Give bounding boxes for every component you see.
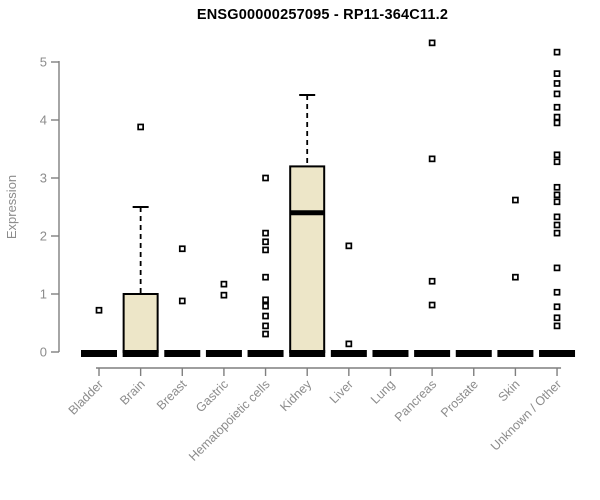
y-tick-label: 3 (40, 171, 47, 186)
box-brain (122, 293, 159, 353)
data-point-hematopoietic-cells (262, 273, 269, 281)
y-tick-label: 5 (40, 55, 47, 70)
data-point-pancreas (428, 39, 436, 47)
y-axis-title: Expression (4, 175, 19, 239)
data-point-liver (345, 340, 353, 348)
data-point-unknown-other (553, 158, 561, 166)
data-point-unknown-other (553, 303, 561, 311)
data-point-unknown-other (553, 221, 561, 229)
zero-median-bar-prostate (455, 350, 492, 357)
x-tick-label: Lung (368, 377, 398, 407)
data-point-hematopoietic-cells (262, 322, 269, 330)
y-tick-label: 4 (40, 113, 47, 128)
x-tick-label: Kidney (277, 377, 314, 414)
data-point-unknown-other (553, 70, 561, 77)
data-point-unknown-other (553, 198, 561, 206)
zero-median-bar-liver (330, 350, 367, 357)
data-point-hematopoietic-cells (262, 296, 269, 304)
data-point-pancreas (428, 301, 436, 309)
y-tick-label: 0 (40, 345, 47, 360)
y-tick-label: 2 (40, 229, 47, 244)
data-point-unknown-other (553, 213, 561, 221)
data-point-skin (512, 273, 519, 281)
data-point-hematopoietic-cells (262, 302, 269, 310)
data-point-hematopoietic-cells (262, 330, 269, 338)
x-tick-label: Hematopoietic cells (186, 377, 273, 464)
x-tick-label: Bladder (66, 377, 106, 417)
zero-median-bar-brain (122, 350, 159, 357)
data-point-unknown-other (553, 151, 561, 159)
x-tick-label: Pancreas (392, 377, 439, 424)
chart-title: ENSG00000257095 - RP11-364C11.2 (196, 7, 449, 23)
data-point-unknown-other (553, 229, 561, 237)
zero-median-bar-kidney (289, 350, 326, 357)
data-point-gastric (220, 280, 228, 288)
data-point-unknown-other (553, 264, 561, 272)
zero-median-bar-hematopoietic-cells (247, 350, 284, 357)
data-point-unknown-other (553, 119, 561, 127)
data-point-bladder (95, 306, 103, 314)
data-point-unknown-other (553, 113, 561, 121)
data-point-breast (178, 297, 186, 305)
zero-median-bar-lung (372, 350, 409, 357)
data-point-hematopoietic-cells (262, 229, 269, 237)
data-point-unknown-other (553, 48, 561, 56)
x-tick-label: Brain (117, 377, 148, 408)
x-tick-label: Breast (154, 377, 190, 413)
data-point-brain (137, 123, 144, 131)
data-point-unknown-other (553, 322, 561, 330)
x-tick-label: Prostate (438, 377, 481, 420)
data-point-unknown-other (553, 288, 561, 296)
data-point-unknown-other (553, 183, 561, 191)
data-point-pancreas (428, 155, 436, 163)
box-kidney (289, 165, 326, 353)
data-point-hematopoietic-cells (262, 246, 269, 254)
x-tick-label: Liver (327, 377, 356, 406)
zero-median-bar-gastric (205, 350, 242, 357)
data-point-unknown-other (553, 103, 561, 111)
x-tick-label: Unknown / Other (488, 377, 564, 453)
x-tick-label: Skin (495, 377, 522, 404)
data-point-hematopoietic-cells (262, 238, 269, 246)
data-point-unknown-other (553, 314, 561, 322)
data-point-hematopoietic-cells (262, 174, 269, 182)
zero-median-bar-skin (497, 350, 534, 357)
zero-median-bar-breast (164, 350, 201, 357)
data-point-unknown-other (553, 191, 561, 199)
data-point-breast (178, 245, 186, 253)
zero-median-bar-pancreas (414, 350, 451, 357)
data-point-unknown-other (553, 90, 561, 98)
zero-median-bar-unknown-other (539, 350, 576, 357)
data-point-gastric (220, 291, 228, 299)
data-point-skin (512, 196, 519, 204)
data-point-liver (345, 242, 353, 250)
data-point-hematopoietic-cells (262, 312, 269, 320)
x-tick-label: Gastric (193, 377, 231, 415)
data-point-pancreas (428, 277, 436, 285)
data-point-unknown-other (553, 80, 561, 87)
zero-median-bar-bladder (81, 350, 117, 357)
y-tick-label: 1 (40, 287, 47, 302)
